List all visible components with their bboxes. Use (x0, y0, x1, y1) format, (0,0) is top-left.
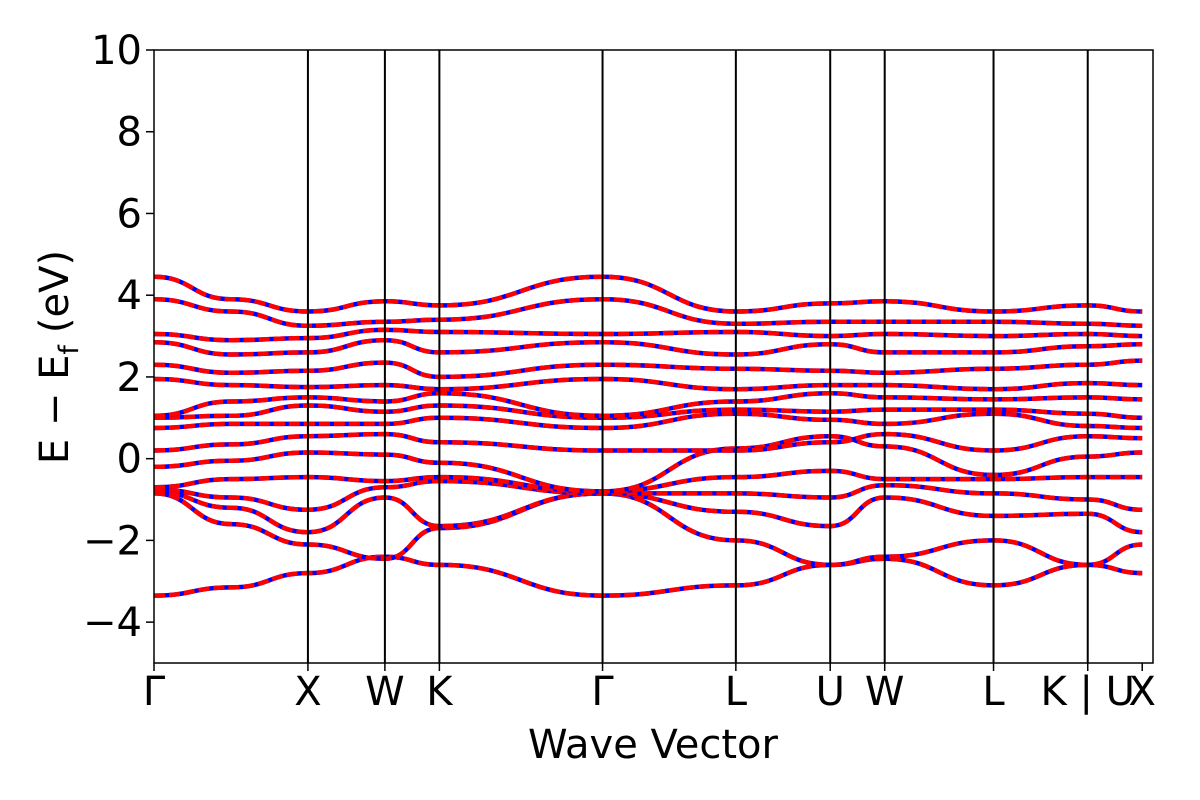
x-tick-label: K | U (1041, 669, 1135, 715)
x-tick-label: Γ (591, 669, 614, 715)
y-tick-label: 4 (117, 273, 142, 319)
x-tick-label: X (1129, 669, 1156, 715)
y-tick-label: −4 (83, 600, 142, 646)
y-tick-label: 2 (117, 355, 142, 401)
x-tick-label: K (426, 669, 454, 715)
plot-frame (153, 49, 1154, 664)
y-ticks-layer: −4 −2 0 2 4 6 8 10 (83, 28, 154, 646)
y-tick-label: 10 (91, 28, 142, 74)
x-tick-label: U (816, 669, 845, 715)
y-tick-label: 6 (117, 191, 142, 237)
y-axis-label-subscript: f (54, 344, 85, 355)
x-tick-label: W (865, 669, 905, 715)
x-tick-label: X (294, 669, 321, 715)
band-3-spin-up (153, 489, 1143, 535)
x-axis-label: Wave Vector (528, 722, 779, 768)
x-tick-label: W (365, 669, 405, 715)
y-axis-label-unit: (eV) (32, 250, 78, 333)
y-axis-label: E − Ef (eV) (32, 250, 85, 464)
x-tick-label: Γ (143, 669, 166, 715)
y-tick-label: 0 (117, 437, 142, 483)
kpoint-lines-layer (306, 50, 1089, 663)
y-tick-label: 8 (117, 110, 142, 156)
band-4-spin-up (153, 478, 1143, 513)
y-tick-label: −2 (83, 518, 142, 564)
y-axis-label-main: E − E (32, 355, 78, 465)
x-tick-label: L (982, 669, 1005, 715)
x-tick-label: L (725, 669, 748, 715)
